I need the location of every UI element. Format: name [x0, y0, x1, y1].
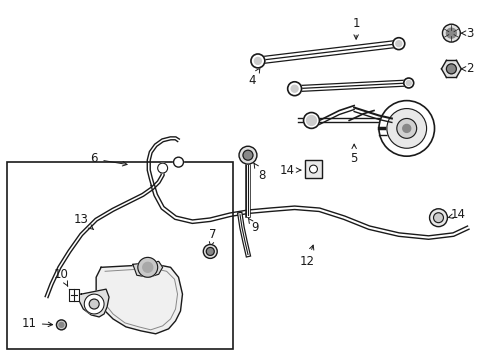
Polygon shape — [79, 289, 109, 317]
Text: 12: 12 — [300, 245, 314, 268]
Circle shape — [287, 82, 301, 96]
Bar — [304, 160, 322, 178]
Text: 4: 4 — [248, 68, 259, 87]
Text: 11: 11 — [22, 318, 37, 330]
Circle shape — [84, 294, 104, 314]
Polygon shape — [446, 69, 455, 77]
Circle shape — [403, 78, 413, 88]
Polygon shape — [96, 264, 182, 334]
Text: 13: 13 — [74, 213, 94, 230]
Circle shape — [406, 81, 410, 85]
Polygon shape — [441, 69, 450, 77]
Circle shape — [239, 146, 256, 164]
Polygon shape — [450, 69, 460, 77]
Circle shape — [254, 58, 261, 64]
Circle shape — [206, 247, 214, 255]
Circle shape — [142, 262, 152, 272]
Circle shape — [396, 118, 416, 138]
Circle shape — [89, 299, 99, 309]
Circle shape — [402, 125, 410, 132]
Circle shape — [433, 213, 443, 223]
Polygon shape — [446, 60, 455, 69]
Circle shape — [378, 100, 434, 156]
Circle shape — [243, 150, 252, 160]
Circle shape — [309, 165, 317, 173]
Circle shape — [386, 109, 426, 148]
Circle shape — [395, 41, 401, 47]
Polygon shape — [69, 289, 79, 301]
Polygon shape — [133, 261, 163, 277]
Circle shape — [138, 257, 157, 277]
Text: 3: 3 — [460, 27, 473, 40]
Circle shape — [442, 24, 459, 42]
Text: 1: 1 — [352, 17, 359, 39]
Text: 10: 10 — [54, 268, 69, 286]
Circle shape — [173, 157, 183, 167]
Circle shape — [392, 38, 404, 50]
Text: 2: 2 — [460, 62, 473, 75]
Bar — [7, 162, 233, 349]
Text: 5: 5 — [350, 144, 357, 165]
Polygon shape — [450, 60, 460, 69]
Circle shape — [157, 163, 167, 173]
Circle shape — [428, 209, 447, 227]
Polygon shape — [441, 60, 450, 69]
Circle shape — [250, 54, 264, 68]
Circle shape — [446, 28, 455, 38]
Text: 9: 9 — [248, 218, 258, 234]
Circle shape — [56, 320, 66, 330]
Text: 8: 8 — [253, 163, 265, 181]
Circle shape — [446, 64, 455, 74]
Text: 6: 6 — [90, 152, 98, 165]
Circle shape — [203, 244, 217, 258]
Circle shape — [303, 113, 319, 129]
Text: 7: 7 — [209, 228, 217, 247]
Text: 14: 14 — [280, 163, 300, 176]
Circle shape — [306, 116, 316, 125]
Text: 14: 14 — [447, 208, 465, 221]
Circle shape — [59, 323, 64, 327]
Bar — [304, 160, 322, 178]
Circle shape — [290, 85, 298, 92]
